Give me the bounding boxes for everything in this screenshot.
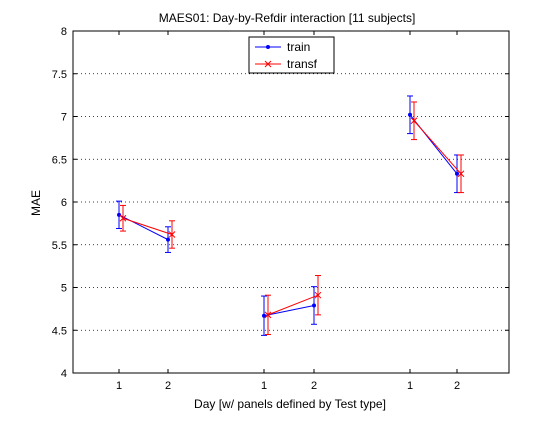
data-point	[119, 214, 127, 222]
series-line	[267, 294, 319, 316]
series-line	[413, 120, 462, 175]
x-tick-label: 1	[116, 380, 122, 392]
data-point	[457, 170, 465, 178]
series-line	[263, 304, 315, 317]
series-transf	[119, 101, 465, 336]
y-tick-label: 5	[61, 283, 67, 295]
data-point	[314, 291, 322, 299]
plot-area	[72, 30, 510, 374]
data-point	[168, 231, 176, 238]
data-point	[408, 112, 412, 117]
data-point	[410, 117, 418, 125]
x-tick-label: 1	[261, 380, 267, 392]
data-point	[166, 237, 170, 242]
data-point	[455, 171, 459, 176]
legend-label-train: train	[287, 40, 310, 54]
x-tick-label: 1	[407, 380, 413, 392]
grid-lines	[73, 73, 509, 331]
data-point	[264, 311, 272, 319]
series-train	[116, 95, 460, 336]
y-tick-label: 7	[61, 112, 67, 124]
legend-marker-train	[266, 45, 270, 49]
y-tick-label: 8	[61, 26, 67, 38]
data-series	[116, 95, 465, 336]
y-tick-label: 5.5	[52, 240, 67, 252]
y-tick-label: 7.5	[52, 69, 67, 81]
series-line	[122, 217, 173, 235]
x-tick-label: 2	[311, 380, 317, 392]
legend-box	[248, 36, 335, 74]
chart-title: MAES01: Day-by-Refdir interaction [11 su…	[159, 11, 416, 25]
x-tick-label: 2	[454, 380, 460, 392]
legend-label-transf: transf	[287, 57, 318, 71]
x-axis-label: Day [w/ panels defined by Test type]	[194, 397, 386, 411]
data-point	[262, 313, 266, 318]
y-tick-label: 4.5	[52, 325, 67, 337]
x-tick-label: 2	[165, 380, 171, 392]
series-line	[118, 214, 169, 241]
legend: train transf	[248, 36, 335, 74]
y-tick-label: 6.5	[52, 154, 67, 166]
data-point	[312, 303, 316, 308]
y-tick-label: 4	[61, 368, 67, 380]
axis-ticks: 4 4.5 5 5.5 6 6.5 7 7.5 8 1 2 1 2 1 2	[52, 26, 509, 392]
legend-marker-transf	[264, 60, 272, 68]
y-tick-label: 6	[61, 197, 67, 209]
y-axis-label: MAE	[29, 190, 43, 216]
